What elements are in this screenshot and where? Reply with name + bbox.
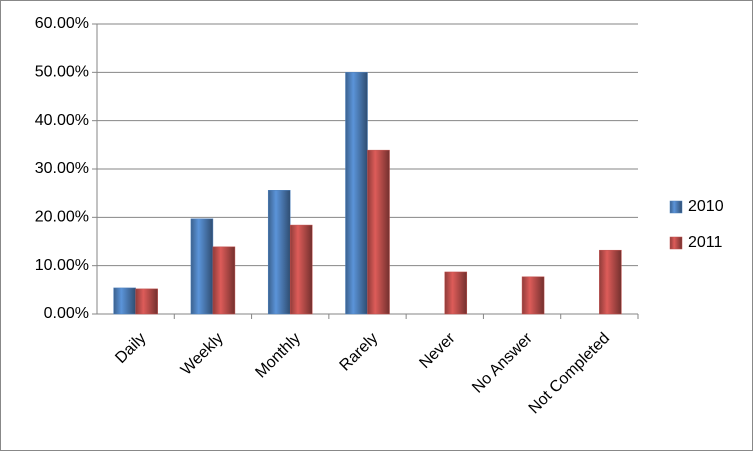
bar [599,249,622,315]
bar [444,271,468,315]
legend-swatch [669,200,683,214]
legend-swatch [669,236,683,250]
y-tick-label: 20.00% [35,209,89,226]
bar [267,190,291,315]
bar [521,276,545,315]
bar [113,287,136,315]
bar [345,72,368,315]
legend-label: 2010 [688,198,724,215]
y-tick-label: 30.00% [35,160,89,177]
bar [212,246,236,315]
bar [367,149,390,315]
y-tick-label: 10.00% [35,257,89,274]
bar [135,288,158,315]
y-tick-label: 0.00% [44,305,89,322]
y-tick-label: 40.00% [35,112,89,129]
bar [289,224,313,315]
y-tick-label: 50.00% [35,64,89,81]
y-tick-label: 60.00% [35,15,89,32]
legend-label: 2011 [688,234,723,251]
bar [190,218,214,315]
